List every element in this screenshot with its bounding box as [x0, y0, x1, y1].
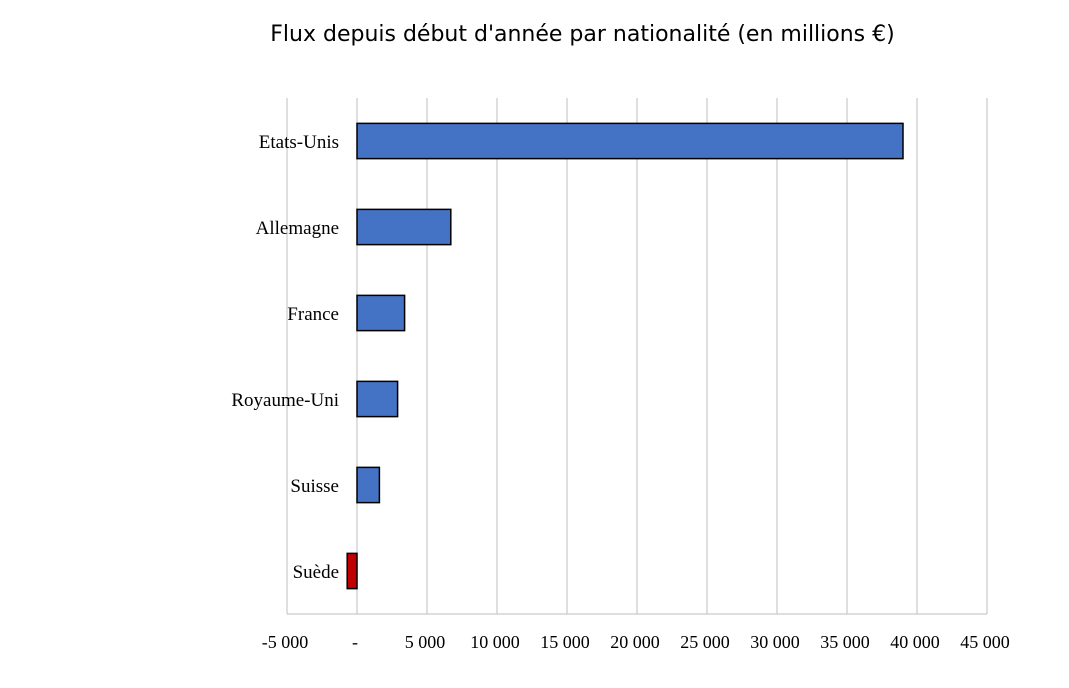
x-tick-label-3: 10 000 [470, 632, 520, 652]
x-tick-label-8: 35 000 [820, 632, 870, 652]
x-tick-label-6: 25 000 [680, 632, 730, 652]
x-tick-label-4: 15 000 [540, 632, 590, 652]
category-label-0: Etats-Unis [259, 132, 339, 153]
x-tick-label-1: - [352, 632, 358, 652]
category-label-3: Royaume-Uni [231, 390, 339, 411]
category-label-1: Allemagne [256, 218, 339, 239]
x-tick-label-0: -5 000 [262, 632, 309, 652]
category-label-2: France [287, 304, 339, 325]
x-tick-label-9: 40 000 [890, 632, 940, 652]
bar-1 [356, 208, 452, 246]
bar-0 [356, 122, 904, 160]
category-label-4: Suisse [290, 476, 339, 497]
bar-4 [356, 466, 381, 504]
bar-2 [356, 294, 406, 332]
x-tick-label-5: 20 000 [610, 632, 660, 652]
bar-3 [356, 380, 399, 418]
x-tick-label-10: 45 000 [960, 632, 1010, 652]
category-label-5: Suède [293, 562, 339, 583]
x-tick-label-7: 30 000 [750, 632, 800, 652]
x-tick-label-2: 5 000 [405, 632, 446, 652]
bar-5 [346, 552, 358, 590]
chart-title: Flux depuis début d'année par nationalit… [270, 22, 895, 47]
